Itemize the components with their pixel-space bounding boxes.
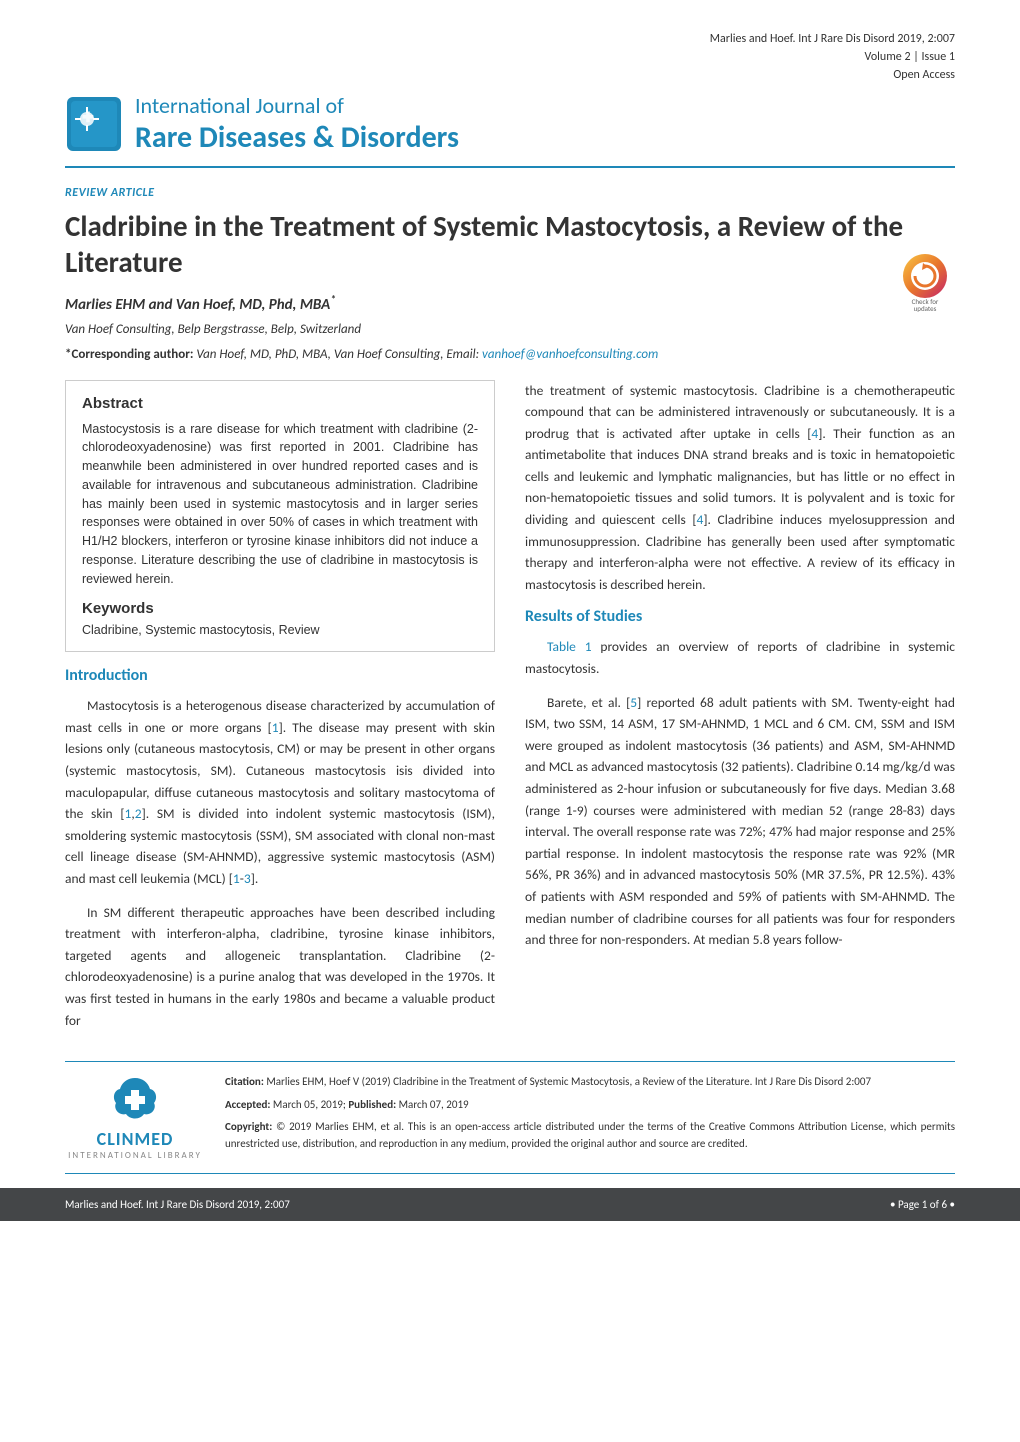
journal-title-top: International Journal of	[135, 92, 459, 119]
footer-text: Citation: Marlies EHM, Hoef V (2019) Cla…	[225, 1074, 955, 1158]
citation-label: Citation:	[225, 1075, 266, 1088]
published-label: Published:	[348, 1098, 398, 1111]
corresponding-email[interactable]: vanhoef@vanhoefconsulting.com	[482, 347, 658, 362]
right-column: the treatment of systemic mastocytosis. …	[525, 380, 955, 1044]
citation-2[interactable]: 2	[135, 805, 142, 822]
affiliation: Van Hoef Consulting, Belp Bergstrasse, B…	[0, 316, 1020, 341]
header-divider	[65, 166, 955, 168]
journal-title-bottom: Rare Diseases & Disorders	[135, 119, 459, 156]
page-footer: Marlies and Hoef. Int J Rare Dis Disord …	[0, 1188, 1020, 1221]
table-1-ref[interactable]: Table 1	[547, 638, 592, 655]
authors: Marlies EHM and Van Hoef, MD, Phd, MBA*	[0, 291, 1020, 316]
dates-line: Accepted: March 05, 2019; Published: Mar…	[225, 1097, 955, 1114]
journal-logo-icon	[65, 95, 123, 153]
copyright-label: Copyright:	[225, 1120, 276, 1133]
published-date: March 07, 2019	[399, 1098, 469, 1111]
copyright-text: © 2019 Marlies EHM, et al. This is an op…	[225, 1120, 955, 1150]
results-para-2: Barete, et al. [5] reported 68 adult pat…	[525, 692, 955, 951]
clinmed-logo: CLINMED INTERNATIONAL LIBRARY	[65, 1074, 205, 1161]
author-sup: *	[330, 293, 336, 307]
journal-header: International Journal of Rare Diseases &…	[0, 92, 1020, 166]
introduction-heading: Introduction	[65, 666, 495, 685]
abstract-box: Abstract Mastocystosis is a rare disease…	[65, 380, 495, 653]
clinmed-icon	[110, 1074, 160, 1124]
accepted-date: March 05, 2019;	[273, 1098, 348, 1111]
article-title: Cladribine in the Treatment of Systemic …	[0, 204, 1020, 291]
corresponding-author: *Corresponding author: Van Hoef, MD, PhD…	[0, 341, 1020, 374]
citation-short: Marlies and Hoef. Int J Rare Dis Disord …	[0, 30, 955, 48]
citation-1a[interactable]: 1	[272, 719, 279, 736]
abstract-text: Mastocystosis is a rare disease for whic…	[82, 420, 478, 589]
keywords-text: Cladribine, Systemic mastocytosis, Revie…	[82, 623, 478, 637]
intro-continuation: the treatment of systemic mastocytosis. …	[525, 380, 955, 596]
corresponding-name: Van Hoef, MD, PhD, MBA, Van Hoef Consult…	[196, 347, 482, 362]
citation-text: Marlies EHM, Hoef V (2019) Cladribine in…	[266, 1075, 871, 1088]
intro-para-1: Mastocytosis is a heterogenous disease c…	[65, 695, 495, 889]
page-footer-right: • Page 1 of 6 •	[890, 1198, 955, 1211]
clinmed-sub: INTERNATIONAL LIBRARY	[65, 1150, 205, 1161]
copyright-line: Copyright: © 2019 Marlies EHM, et al. Th…	[225, 1119, 955, 1152]
page: Marlies and Hoef. Int J Rare Dis Disord …	[0, 0, 1020, 1442]
citation-1c[interactable]: 1	[233, 870, 240, 887]
two-column-body: Abstract Mastocystosis is a rare disease…	[0, 374, 1020, 1044]
check-updates-badge[interactable]: Check for updates	[895, 252, 955, 312]
citation-line: Citation: Marlies EHM, Hoef V (2019) Cla…	[225, 1074, 955, 1091]
article-type: REVIEW ARTICLE	[0, 180, 1020, 204]
authors-names: Marlies EHM and Van Hoef, MD, Phd, MBA	[65, 296, 330, 314]
results-heading: Results of Studies	[525, 607, 955, 626]
citation-3[interactable]: 3	[244, 870, 251, 887]
page-footer-left: Marlies and Hoef. Int J Rare Dis Disord …	[65, 1198, 290, 1211]
intro-para-2: In SM different therapeutic approaches h…	[65, 902, 495, 1032]
volume-issue: Volume 2 | Issue 1	[0, 48, 955, 66]
corresponding-label: *Corresponding author:	[65, 347, 196, 362]
abstract-heading: Abstract	[82, 395, 478, 412]
accepted-label: Accepted:	[225, 1098, 273, 1111]
header-meta: Marlies and Hoef. Int J Rare Dis Disord …	[0, 0, 1020, 92]
keywords-heading: Keywords	[82, 600, 478, 617]
clinmed-name: CLINMED	[65, 1128, 205, 1150]
svg-text:updates: updates	[914, 304, 937, 312]
open-access-label: Open Access	[0, 66, 955, 84]
results-para-1: Table 1 provides an overview of reports …	[525, 636, 955, 679]
citation-footer-box: CLINMED INTERNATIONAL LIBRARY Citation: …	[65, 1061, 955, 1174]
journal-title-wrap: International Journal of Rare Diseases &…	[135, 92, 459, 156]
left-column: Abstract Mastocystosis is a rare disease…	[65, 380, 495, 1044]
